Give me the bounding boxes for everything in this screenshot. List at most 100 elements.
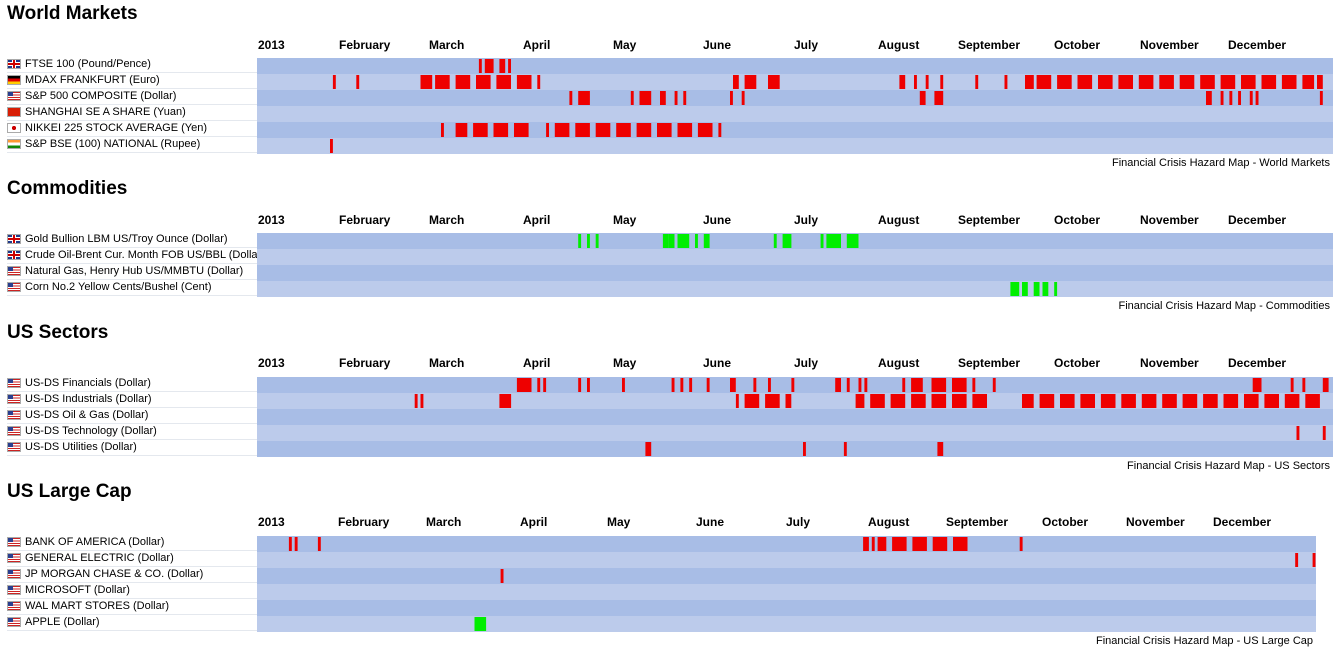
flag-us-icon <box>7 569 21 579</box>
row-band <box>257 58 1333 74</box>
month-tick-label: May <box>613 213 637 227</box>
month-tick-label: May <box>613 38 637 52</box>
row-band <box>257 568 1316 584</box>
series-row-label: US-DS Technology (Dollar) <box>7 424 257 440</box>
flag-us-icon <box>7 585 21 595</box>
hazard-mark <box>499 394 512 408</box>
row-band <box>257 265 1333 281</box>
series-row-label: APPLE (Dollar) <box>7 615 257 631</box>
flag-us-icon <box>7 426 21 436</box>
positive-signal-mark <box>1033 282 1040 296</box>
hazard-mark <box>1100 394 1116 408</box>
row-band <box>257 138 1333 154</box>
hazard-mark <box>455 75 471 89</box>
positive-signal-mark <box>826 234 841 248</box>
chart-caption: Financial Crisis Hazard Map - World Mark… <box>1111 157 1330 169</box>
hazard-mark <box>1098 75 1113 89</box>
hazard-mark <box>1290 378 1294 392</box>
hazard-mark <box>846 378 850 392</box>
flag-us-icon <box>7 537 21 547</box>
series-row-label: Corn No.2 Yellow Cents/Bushel (Cent) <box>7 280 257 296</box>
flag-uk-icon <box>7 59 21 69</box>
hazard-mark <box>575 123 590 137</box>
hazard-mark <box>441 123 444 137</box>
month-tick-label: August <box>878 356 920 370</box>
hazard-mark <box>1004 75 1008 89</box>
chart-caption: Financial Crisis Hazard Map - Commoditie… <box>1118 300 1330 312</box>
series-row-label: US-DS Oil & Gas (Dollar) <box>7 408 257 424</box>
series-name: BANK OF AMERICA (Dollar) <box>25 536 165 548</box>
hazard-mark <box>1162 394 1177 408</box>
hazard-grid <box>257 377 1333 457</box>
hazard-mark <box>952 378 967 392</box>
hazard-mark <box>657 123 672 137</box>
hazard-mark <box>537 378 541 392</box>
year-label: 2013 <box>258 213 285 227</box>
series-name: US-DS Utilities (Dollar) <box>25 441 137 453</box>
month-tick-label: August <box>878 213 920 227</box>
month-tick-label: October <box>1054 213 1101 227</box>
hazard-mark <box>863 537 869 551</box>
hazard-mark <box>753 378 757 392</box>
month-tick-label: October <box>1042 515 1089 529</box>
hazard-mark <box>1121 394 1136 408</box>
hazard-mark <box>546 123 549 137</box>
series-name: S&P BSE (100) NATIONAL (Rupee) <box>25 138 201 150</box>
hazard-mark <box>899 75 906 89</box>
series-row-label: WAL MART STORES (Dollar) <box>7 599 257 615</box>
series-row-label: JP MORGAN CHASE & CO. (Dollar) <box>7 567 257 583</box>
hazard-mark <box>785 394 792 408</box>
series-name: SHANGHAI SE A SHARE (Yuan) <box>25 106 186 118</box>
hazard-mark <box>1317 75 1323 89</box>
hazard-mark <box>1261 75 1277 89</box>
positive-signal-mark <box>677 234 690 248</box>
hazard-mark <box>1295 553 1299 567</box>
hazard-mark <box>1255 91 1259 105</box>
chart-caption: Financial Crisis Hazard Map - US Large C… <box>1095 635 1313 647</box>
hazard-mark <box>864 378 868 392</box>
month-tick-label: February <box>338 515 390 529</box>
series-name: MDAX FRANKFURT (Euro) <box>25 74 160 86</box>
hazard-mark <box>1238 91 1241 105</box>
hazard-mark <box>1039 394 1055 408</box>
month-tick-label: February <box>339 38 391 52</box>
month-tick-label: March <box>429 38 465 52</box>
positive-signal-mark <box>782 234 792 248</box>
hazard-mark <box>476 75 491 89</box>
hazard-mark <box>484 59 494 73</box>
month-tick-label: May <box>613 356 637 370</box>
month-tick-label: July <box>786 515 811 529</box>
series-row-label: MICROSOFT (Dollar) <box>7 583 257 599</box>
month-tick-label: February <box>339 213 391 227</box>
hazard-mark <box>912 537 927 551</box>
series-name: Crude Oil-Brent Cur. Month FOB US/BBL (D… <box>25 249 265 261</box>
positive-signal-mark <box>1010 282 1020 296</box>
section-title: US Sectors <box>7 322 109 343</box>
hazard-mark <box>975 75 979 89</box>
month-tick-label: August <box>878 38 920 52</box>
month-tick-label: February <box>339 356 391 370</box>
hazard-mark <box>1312 553 1316 567</box>
positive-signal-mark <box>1054 282 1058 296</box>
month-tick-label: May <box>607 515 631 529</box>
series-name: Gold Bullion LBM US/Troy Ounce (Dollar) <box>25 233 228 245</box>
hazard-mark <box>972 378 976 392</box>
hazard-grid <box>257 58 1333 154</box>
hazard-mark <box>1302 75 1315 89</box>
month-tick-label: December <box>1228 38 1287 52</box>
series-row-label: MDAX FRANKFURT (Euro) <box>7 73 257 89</box>
series-row-label: NIKKEI 225 STOCK AVERAGE (Yen) <box>7 121 257 137</box>
hazard-mark <box>330 139 333 153</box>
hazard-mark <box>677 123 693 137</box>
hazard-mark <box>616 123 631 137</box>
hazard-mark <box>934 91 944 105</box>
flag-us-icon <box>7 553 21 563</box>
month-tick-label: October <box>1054 38 1101 52</box>
month-tick-label: March <box>429 356 465 370</box>
series-row-label: Crude Oil-Brent Cur. Month FOB US/BBL (D… <box>7 248 265 264</box>
hazard-mark <box>1200 75 1215 89</box>
hazard-mark <box>877 537 887 551</box>
flag-jp-icon <box>7 123 21 133</box>
row-band <box>257 441 1333 457</box>
flag-de-icon <box>7 75 21 85</box>
